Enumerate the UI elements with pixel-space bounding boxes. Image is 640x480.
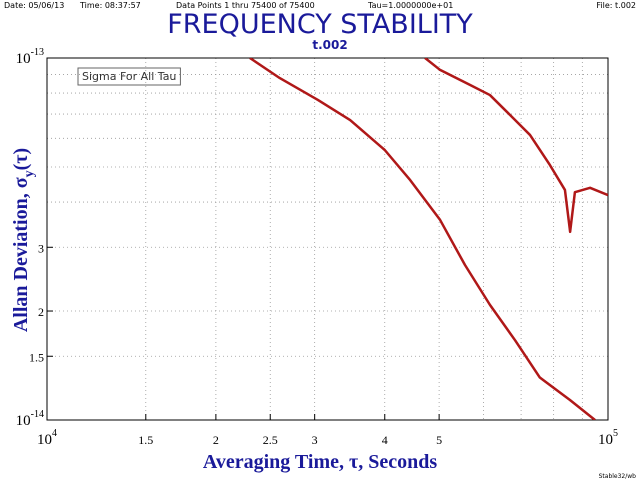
annotation: Sigma For All Tau	[82, 70, 176, 83]
x-tick-label-text: 3	[312, 433, 318, 447]
x-tick-label-exponent: 4	[52, 428, 57, 439]
y-axis-label-part: (τ)	[10, 148, 32, 171]
x-tick-label-text: 2.5	[263, 433, 278, 447]
x-tick-label: 3	[312, 433, 318, 447]
x-tick-label-text: 2	[213, 433, 219, 447]
x-tick-label-text: 4	[382, 433, 388, 447]
header-points: Data Points 1 thru 75400 of 75400	[176, 1, 315, 10]
y-tick-label-text: 10	[16, 413, 31, 429]
y-tick-label: 10-14	[16, 409, 44, 429]
x-tick-label: 5	[436, 433, 442, 447]
x-tick-label: 4	[382, 433, 388, 447]
y-tick-label-exponent: -13	[31, 47, 44, 58]
y-tick-label-text: 1.5	[29, 350, 44, 364]
y-tick-label: 1.5	[29, 350, 44, 364]
y-tick-label: 10-13	[16, 47, 44, 67]
series-line	[424, 58, 608, 234]
x-tick-label: 2	[213, 433, 219, 447]
y-axis-label-part: y	[22, 170, 37, 177]
y-axis-label: Allan Deviation, σy(τ)	[10, 148, 37, 332]
header-file: File: t.002	[596, 1, 636, 10]
header-tau: Tau=1.0000000e+01	[367, 1, 453, 10]
x-axis-label: Averaging Time, τ, Seconds	[203, 451, 437, 473]
x-tick-label: 105	[598, 428, 618, 448]
y-tick-label-exponent: -14	[31, 409, 44, 420]
y-tick-label: 3	[38, 241, 44, 255]
x-tick-label-text: 10	[598, 432, 613, 448]
x-tick-label-text: 5	[436, 433, 442, 447]
y-axis-label-part: Allan Deviation, σ	[10, 177, 32, 332]
x-tick-label-text: 10	[37, 432, 52, 448]
plot-frame	[46, 57, 609, 421]
chart-subtitle: t.002	[312, 38, 347, 52]
y-tick-label-text: 2	[38, 305, 44, 319]
x-tick-label: 104	[37, 428, 57, 448]
y-tick-label: 2	[38, 305, 44, 319]
x-tick-label: 2.5	[263, 433, 278, 447]
series-line	[249, 58, 596, 420]
chart-title: FREQUENCY STABILITY	[167, 9, 473, 40]
x-tick-label-exponent: 5	[613, 428, 618, 439]
annotation-box	[77, 67, 181, 86]
header-date: Date: 05/06/13	[4, 1, 64, 10]
x-tick-label-text: 1.5	[138, 433, 153, 447]
header-time: Time: 08:37:57	[79, 1, 141, 10]
y-tick-label-text: 3	[38, 241, 44, 255]
y-tick-label-text: 10	[16, 51, 31, 67]
x-tick-label: 1.5	[138, 433, 153, 447]
footer: Stable32/wb	[599, 473, 637, 480]
